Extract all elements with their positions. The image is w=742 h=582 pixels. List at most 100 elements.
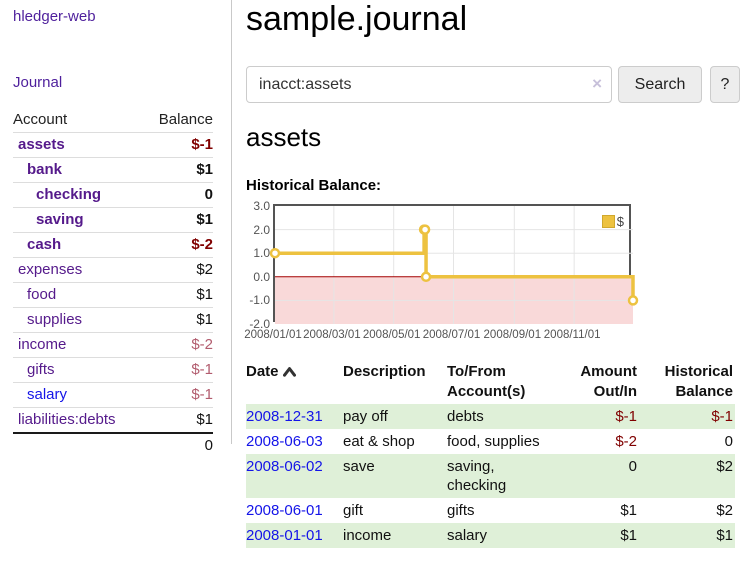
register-row: 2008-06-02 save saving, checking 0 $2 [246, 454, 735, 498]
account-link-salary[interactable]: salary [27, 386, 68, 403]
help-button[interactable]: ? [710, 66, 740, 103]
register-header-description: Description [343, 363, 426, 380]
transaction-date-link[interactable]: 2008-06-01 [246, 502, 323, 519]
sort-ascending-icon [282, 363, 296, 383]
account-row-supplies: supplies $1 [13, 307, 213, 333]
x-axis-tick-label: 2008/09/01 [483, 329, 542, 341]
x-axis-tick-label: 2008/03/01 [303, 329, 361, 341]
transaction-balance: $-1 [711, 408, 733, 425]
transaction-accounts: salary [447, 527, 488, 544]
account-row-salary: salary $-1 [13, 382, 213, 408]
account-row-gifts: gifts $-1 [13, 357, 213, 383]
account-link-income[interactable]: income [18, 336, 67, 353]
account-link-liabilities-debts[interactable]: liabilities:debts [18, 411, 116, 428]
y-axis-tick-label: 2.0 [253, 222, 270, 237]
clear-search-icon[interactable]: × [592, 74, 602, 93]
search-input[interactable] [246, 66, 612, 103]
y-axis-tick-label: 0.0 [253, 269, 270, 284]
register-row: 2008-06-03 eat & shop food, supplies $-2… [246, 429, 735, 454]
account-balance: 0 [204, 186, 213, 203]
register-header-balance-line1: Historical [664, 363, 733, 380]
y-axis-tick-label: 3.0 [253, 199, 270, 213]
account-balance: $-1 [191, 361, 213, 378]
transaction-date-link[interactable]: 2008-06-03 [246, 433, 323, 450]
account-row-income: income $-2 [13, 332, 213, 358]
account-link-gifts[interactable]: gifts [27, 361, 55, 378]
account-row-expenses: expenses $2 [13, 257, 213, 283]
search-form: × Search ? [246, 66, 740, 104]
accounts-total-value: 0 [143, 432, 213, 458]
account-balance: $-2 [191, 336, 213, 353]
legend-label: $ [616, 214, 624, 229]
historical-balance-chart: $ 3.0 2.0 1.0 0.0 -1.0 -2.0 2008/01/01 2008/03… [244, 199, 740, 346]
legend-swatch-icon [601, 215, 615, 228]
transaction-amount: $-1 [615, 408, 637, 425]
account-row-liabilities-debts: liabilities:debts $1 [13, 407, 213, 434]
register-header-amount-line1: Amount [580, 363, 637, 380]
account-balance: $1 [196, 311, 213, 328]
chart-canvas [269, 206, 639, 324]
transaction-amount: 0 [628, 458, 637, 475]
data-point-marker [419, 224, 431, 235]
transaction-accounts: food, supplies [447, 433, 540, 450]
account-link-cash[interactable]: cash [27, 236, 62, 253]
transaction-description: income [343, 527, 392, 544]
register-header-date[interactable]: Date [246, 360, 343, 404]
account-link-supplies[interactable]: supplies [27, 311, 83, 328]
register-header-account: To/From Account(s) [447, 360, 553, 404]
account-row-food: food $1 [13, 282, 213, 308]
transaction-balance: 0 [724, 433, 733, 450]
account-balance: $-1 [191, 136, 213, 153]
search-button[interactable]: Search [618, 66, 702, 103]
register-header-row: Date Description To/From Account(s) Amou… [246, 360, 735, 404]
register-row: 2008-12-31 pay off debts $-1 $-1 [246, 404, 735, 429]
transaction-accounts: gifts [447, 502, 475, 519]
transaction-amount: $1 [620, 527, 637, 544]
register-header-amount: Amount Out/In [553, 360, 639, 404]
transaction-accounts: saving, checking [447, 458, 507, 494]
transaction-accounts: debts [447, 408, 484, 425]
register-table: Date Description To/From Account(s) Amou… [246, 360, 735, 548]
register-header-account-line2: Account(s) [447, 383, 526, 400]
x-axis-tick-label: 2008/11/01 [543, 329, 601, 341]
transaction-date-link[interactable]: 2008-01-01 [246, 527, 323, 544]
account-heading: assets [246, 122, 322, 152]
register-row: 2008-01-01 income salary $1 $1 [246, 523, 735, 548]
account-link-bank[interactable]: bank [27, 161, 63, 178]
transaction-balance: $2 [716, 502, 733, 519]
account-link-food[interactable]: food [27, 286, 57, 303]
account-row-saving: saving $1 [13, 207, 213, 233]
y-axis-tick-label: -2.0 [249, 317, 270, 331]
account-balance: $2 [196, 261, 213, 278]
account-balance: $1 [196, 411, 213, 428]
transaction-description: eat & shop [343, 433, 415, 450]
transaction-balance: $2 [716, 458, 733, 475]
transaction-amount: $1 [620, 502, 637, 519]
account-balance: $1 [196, 286, 213, 303]
chart-title: Historical Balance: [246, 177, 382, 194]
chart-plot-area: $ [269, 204, 639, 324]
account-balance: $-1 [191, 386, 213, 403]
account-link-saving[interactable]: saving [36, 211, 84, 228]
brand-link[interactable]: hledger-web [13, 8, 96, 25]
transaction-date-link[interactable]: 2008-12-31 [246, 408, 323, 425]
x-axis-tick-label: 2008/07/01 [422, 329, 481, 341]
x-axis-tick-label: 2008/05/01 [362, 329, 421, 341]
transaction-amount: $-2 [615, 433, 637, 450]
account-link-expenses[interactable]: expenses [18, 261, 83, 278]
account-link-checking[interactable]: checking [36, 186, 102, 203]
account-row-assets: assets $-1 [13, 132, 213, 158]
account-balance: $1 [196, 161, 213, 178]
transaction-date-link[interactable]: 2008-06-02 [246, 458, 323, 475]
data-point-marker [420, 271, 432, 283]
account-balance: $-2 [191, 236, 213, 253]
sidebar-item-journal[interactable]: Journal [13, 74, 63, 91]
y-axis-tick-label: 1.0 [253, 246, 270, 261]
accounts-balance-table: Account Balance assets $-1 bank $1 check… [13, 108, 213, 458]
accounts-total-row: 0 [13, 432, 213, 458]
account-row-bank: bank $1 [13, 157, 213, 183]
register-header-balance: Historical Balance [639, 360, 735, 404]
account-link-assets[interactable]: assets [18, 136, 65, 153]
register-header-amount-line2: Out/In [593, 383, 637, 400]
x-axis-tick-label: 2008/01/01 [244, 329, 302, 341]
